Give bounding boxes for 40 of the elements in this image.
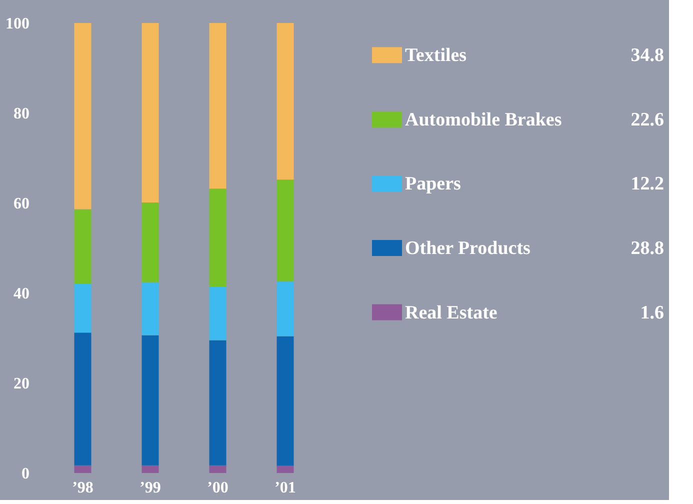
bar bbox=[142, 335, 159, 466]
text: 12.2 bbox=[630, 174, 664, 195]
bar bbox=[209, 286, 226, 340]
bar bbox=[276, 180, 294, 282]
bar bbox=[74, 332, 92, 466]
x-tick-label: ’99 bbox=[140, 480, 161, 496]
bar bbox=[209, 23, 226, 189]
bar bbox=[209, 340, 226, 466]
bar bbox=[142, 282, 159, 336]
bar bbox=[209, 188, 226, 287]
y-tick-label: 20 bbox=[14, 376, 30, 392]
bar bbox=[74, 23, 92, 210]
legend-label: Papers bbox=[405, 174, 461, 195]
y-tick-label: 0 bbox=[22, 466, 30, 482]
bar bbox=[74, 209, 92, 284]
bar bbox=[142, 23, 159, 203]
text: 34.8 bbox=[630, 45, 664, 66]
bar bbox=[74, 465, 92, 473]
legend-label: Real Estate bbox=[405, 302, 498, 324]
bar bbox=[142, 202, 159, 282]
text: 22.6 bbox=[630, 109, 664, 130]
bar bbox=[276, 281, 294, 336]
bar bbox=[142, 465, 159, 473]
bar bbox=[276, 466, 294, 473]
bar bbox=[276, 23, 294, 180]
x-tick-label: ’98 bbox=[72, 480, 94, 496]
x-tick-label: ’01 bbox=[274, 480, 296, 496]
bar bbox=[74, 284, 92, 333]
y-tick-label: 40 bbox=[14, 286, 30, 302]
y-tick-label: 80 bbox=[14, 106, 30, 122]
y-tick-label: 100 bbox=[6, 16, 30, 32]
legend-label: Textiles bbox=[405, 45, 467, 66]
bar bbox=[276, 336, 294, 466]
x-tick-label: ’00 bbox=[207, 480, 228, 496]
y-tick-label: 60 bbox=[14, 196, 30, 212]
text: 28.8 bbox=[630, 238, 664, 259]
text: 1.6 bbox=[640, 302, 664, 324]
bar bbox=[209, 465, 226, 473]
legend-label: Automobile Brakes bbox=[405, 109, 562, 130]
legend-label: Other Products bbox=[405, 238, 530, 259]
